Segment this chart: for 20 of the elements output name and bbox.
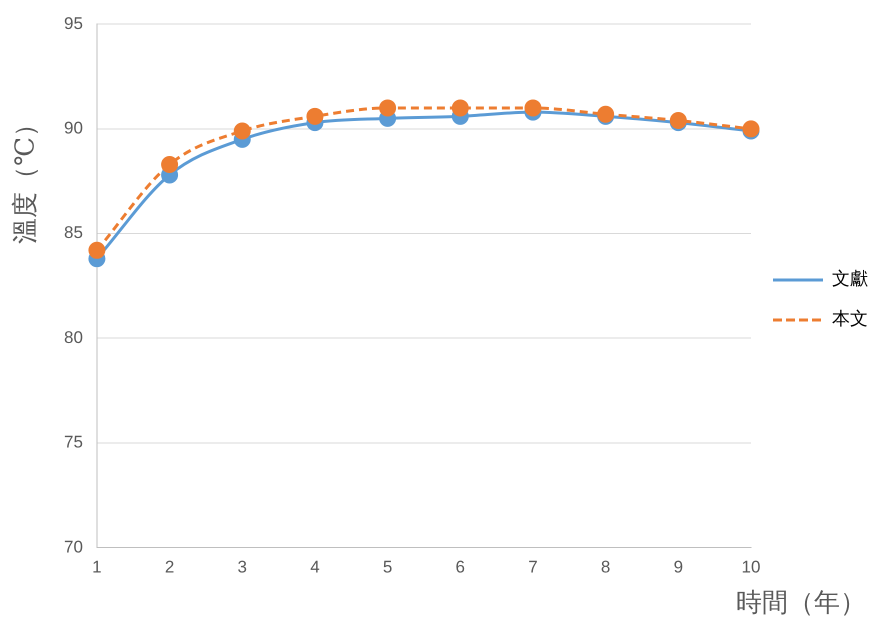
legend-label: 文獻: [832, 268, 868, 290]
x-tick-label: 9: [674, 557, 684, 576]
x-tick-label: 8: [600, 557, 610, 576]
x-tick-label: 4: [310, 557, 320, 576]
y-tick-label: 80: [64, 328, 83, 347]
x-tick-label: 6: [456, 557, 466, 576]
y-axis-title: 溫度（℃）: [10, 110, 42, 246]
x-tick-label: 3: [238, 557, 247, 576]
x-tick-label: 1: [92, 557, 102, 576]
y-tick-label: 85: [64, 223, 83, 242]
y-tick-label: 95: [64, 14, 83, 33]
x-tick-label: 2: [164, 557, 174, 576]
y-tick-label: 90: [64, 118, 83, 138]
y-tick-label: 75: [64, 432, 83, 452]
x-tick-label: 10: [742, 557, 760, 576]
x-tick-label: 7: [528, 557, 538, 576]
x-tick-label: 5: [382, 557, 392, 576]
x-axis-title: 時間（年）: [736, 587, 866, 620]
y-tick-label: 70: [64, 537, 83, 556]
legend-label: 本文: [832, 308, 868, 330]
